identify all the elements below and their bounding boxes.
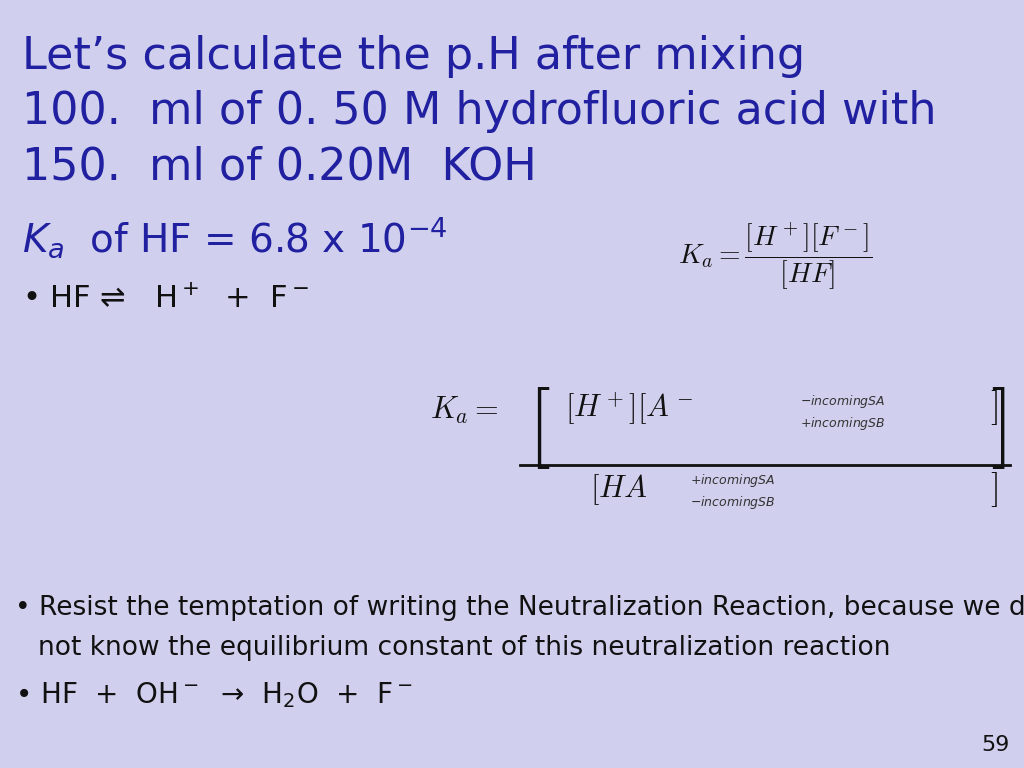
Text: $]$: $]$ [990,385,1006,471]
Text: $[HA$: $[HA$ [590,472,648,507]
Text: $\mathit{K}_a$  of HF = 6.8 x 10$^{-4}$: $\mathit{K}_a$ of HF = 6.8 x 10$^{-4}$ [22,215,447,260]
Text: • HF ⇌   H$^+$  +  F$^-$: • HF ⇌ H$^+$ + F$^-$ [22,285,309,314]
Text: Let’s calculate the p.H after mixing: Let’s calculate the p.H after mixing [22,35,805,78]
Text: 150.  ml of 0.20M  KOH: 150. ml of 0.20M KOH [22,145,537,188]
Text: • HF  +  OH$^-$  →  H$_2$O  +  F$^-$: • HF + OH$^-$ → H$_2$O + F$^-$ [15,680,413,710]
Text: • Resist the temptation of writing the Neutralization Reaction, because we do: • Resist the temptation of writing the N… [15,595,1024,621]
Text: $K_a = \dfrac{[H^+][F^-]}{[HF]}$: $K_a = \dfrac{[H^+][F^-]}{[HF]}$ [678,220,872,292]
Text: not know the equilibrium constant of this neutralization reaction: not know the equilibrium constant of thi… [38,635,891,661]
Text: $+incomingSA$
$-incomingSB$: $+incomingSA$ $-incomingSB$ [690,472,775,511]
Text: $[H^+][A^-$: $[H^+][A^-$ [565,390,693,427]
Text: $[$: $[$ [527,385,550,471]
Text: 59: 59 [982,735,1010,755]
Text: $]$: $]$ [990,388,997,427]
Text: 100.  ml of 0. 50 M hydrofluoric acid with: 100. ml of 0. 50 M hydrofluoric acid wit… [22,90,937,133]
Text: $-incomingSA$
$+incomingSB$: $-incomingSA$ $+incomingSB$ [800,393,886,432]
Text: $K_a =$: $K_a =$ [430,395,499,426]
Text: $]$: $]$ [990,470,997,509]
